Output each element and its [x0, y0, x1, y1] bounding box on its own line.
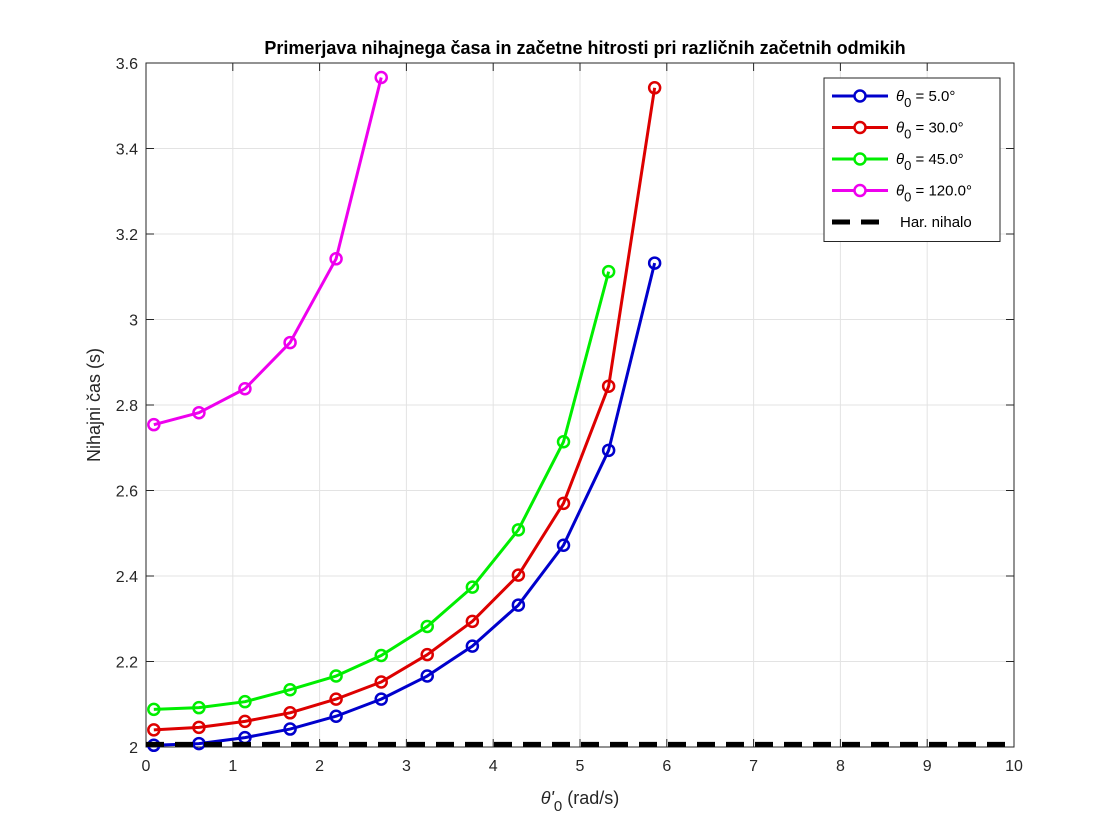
data-point: [374, 70, 388, 85]
data-point: [329, 709, 343, 723]
legend-entry: θ0 = 5.0°: [832, 88, 955, 110]
x-axis-label-symbol: θ': [541, 788, 555, 808]
data-point: [147, 702, 161, 717]
legend-marker: [853, 120, 867, 135]
x-tick-label: 2: [315, 758, 324, 775]
x-tick-label: 7: [749, 758, 758, 775]
x-axis-label-unit: (rad/s): [562, 788, 619, 808]
data-point: [420, 647, 434, 662]
data-point: [420, 669, 434, 683]
y-tick-label: 2.6: [116, 484, 138, 501]
legend-marker: [853, 152, 867, 166]
series-2: [147, 264, 616, 717]
y-tick-label: 3: [129, 313, 138, 330]
legend-label: θ0 = 5.0°: [896, 88, 955, 110]
x-tick-label: 3: [402, 758, 411, 775]
y-tick-label: 3.6: [116, 56, 138, 73]
y-axis-label: Nihajni čas (s): [84, 348, 104, 462]
data-point: [601, 379, 616, 393]
x-tick-label: 5: [576, 758, 585, 775]
legend-entry: Har. nihalo: [832, 214, 972, 231]
data-point: [283, 706, 297, 720]
y-tick-label: 3.2: [116, 227, 138, 244]
data-point: [556, 496, 571, 511]
x-tick-label: 1: [228, 758, 237, 775]
legend-label: θ0 = 120.0°: [896, 183, 972, 205]
data-point: [238, 714, 252, 729]
y-tick-label: 2.2: [116, 655, 138, 672]
data-point: [374, 675, 388, 689]
y-tick-label: 2: [129, 740, 138, 757]
chart-title: Primerjava nihajnega časa in začetne hit…: [264, 38, 905, 58]
data-point: [556, 435, 571, 449]
series-line: [153, 262, 657, 747]
series-line: [153, 77, 383, 427]
data-point: [511, 598, 526, 612]
data-point: [556, 538, 571, 552]
data-point: [238, 382, 252, 396]
legend-label: Har. nihalo: [900, 214, 972, 231]
series-1: [147, 81, 662, 737]
data-point: [283, 682, 297, 697]
data-point: [374, 648, 388, 663]
data-point: [329, 252, 343, 266]
legend-marker: [853, 183, 867, 198]
legend-marker: [853, 89, 867, 103]
series-line: [153, 271, 611, 711]
data-point: [192, 700, 206, 715]
legend-entry: θ0 = 45.0°: [832, 151, 964, 173]
data-point: [147, 723, 161, 737]
data-point: [147, 417, 161, 432]
x-tick-label: 10: [1005, 758, 1023, 775]
data-point: [329, 692, 343, 706]
legend: θ0 = 5.0° θ0 = 30.0° θ0 = 45.0° θ0 = 120.0°…: [823, 77, 1001, 242]
data-point: [511, 568, 526, 582]
data-point: [647, 81, 662, 95]
data-point: [465, 580, 480, 594]
data-point: [601, 264, 616, 279]
data-point: [283, 722, 297, 736]
legend-entry: θ0 = 120.0°: [832, 183, 972, 205]
x-axis-label: θ'0 (rad/s): [541, 788, 620, 815]
y-tick-label: 2.4: [116, 569, 138, 586]
series-line: [153, 87, 657, 732]
legend-label: θ0 = 30.0°: [896, 120, 964, 142]
data-point: [420, 619, 434, 634]
legend-label: θ0 = 45.0°: [896, 151, 964, 173]
data-point: [238, 694, 252, 709]
x-tick-label: 4: [489, 758, 498, 775]
x-axis-label-subscript: 0: [554, 798, 562, 815]
data-point: [465, 639, 480, 653]
data-point: [511, 523, 526, 537]
x-tick-label: 9: [923, 758, 932, 775]
y-tick-label: 2.8: [116, 398, 138, 415]
data-point: [192, 405, 206, 420]
data-point: [601, 443, 616, 458]
data-point: [647, 256, 662, 270]
legend-entry: θ0 = 30.0°: [832, 120, 964, 142]
data-point: [192, 720, 206, 735]
x-tick-label: 8: [836, 758, 845, 775]
series-3: [147, 70, 388, 432]
y-tick-label: 3.4: [116, 142, 138, 159]
data-point: [329, 669, 343, 683]
data-point: [465, 614, 480, 629]
data-point: [374, 692, 388, 706]
data-point: [283, 335, 297, 350]
x-tick-label: 0: [142, 758, 151, 775]
x-tick-label: 6: [662, 758, 671, 775]
